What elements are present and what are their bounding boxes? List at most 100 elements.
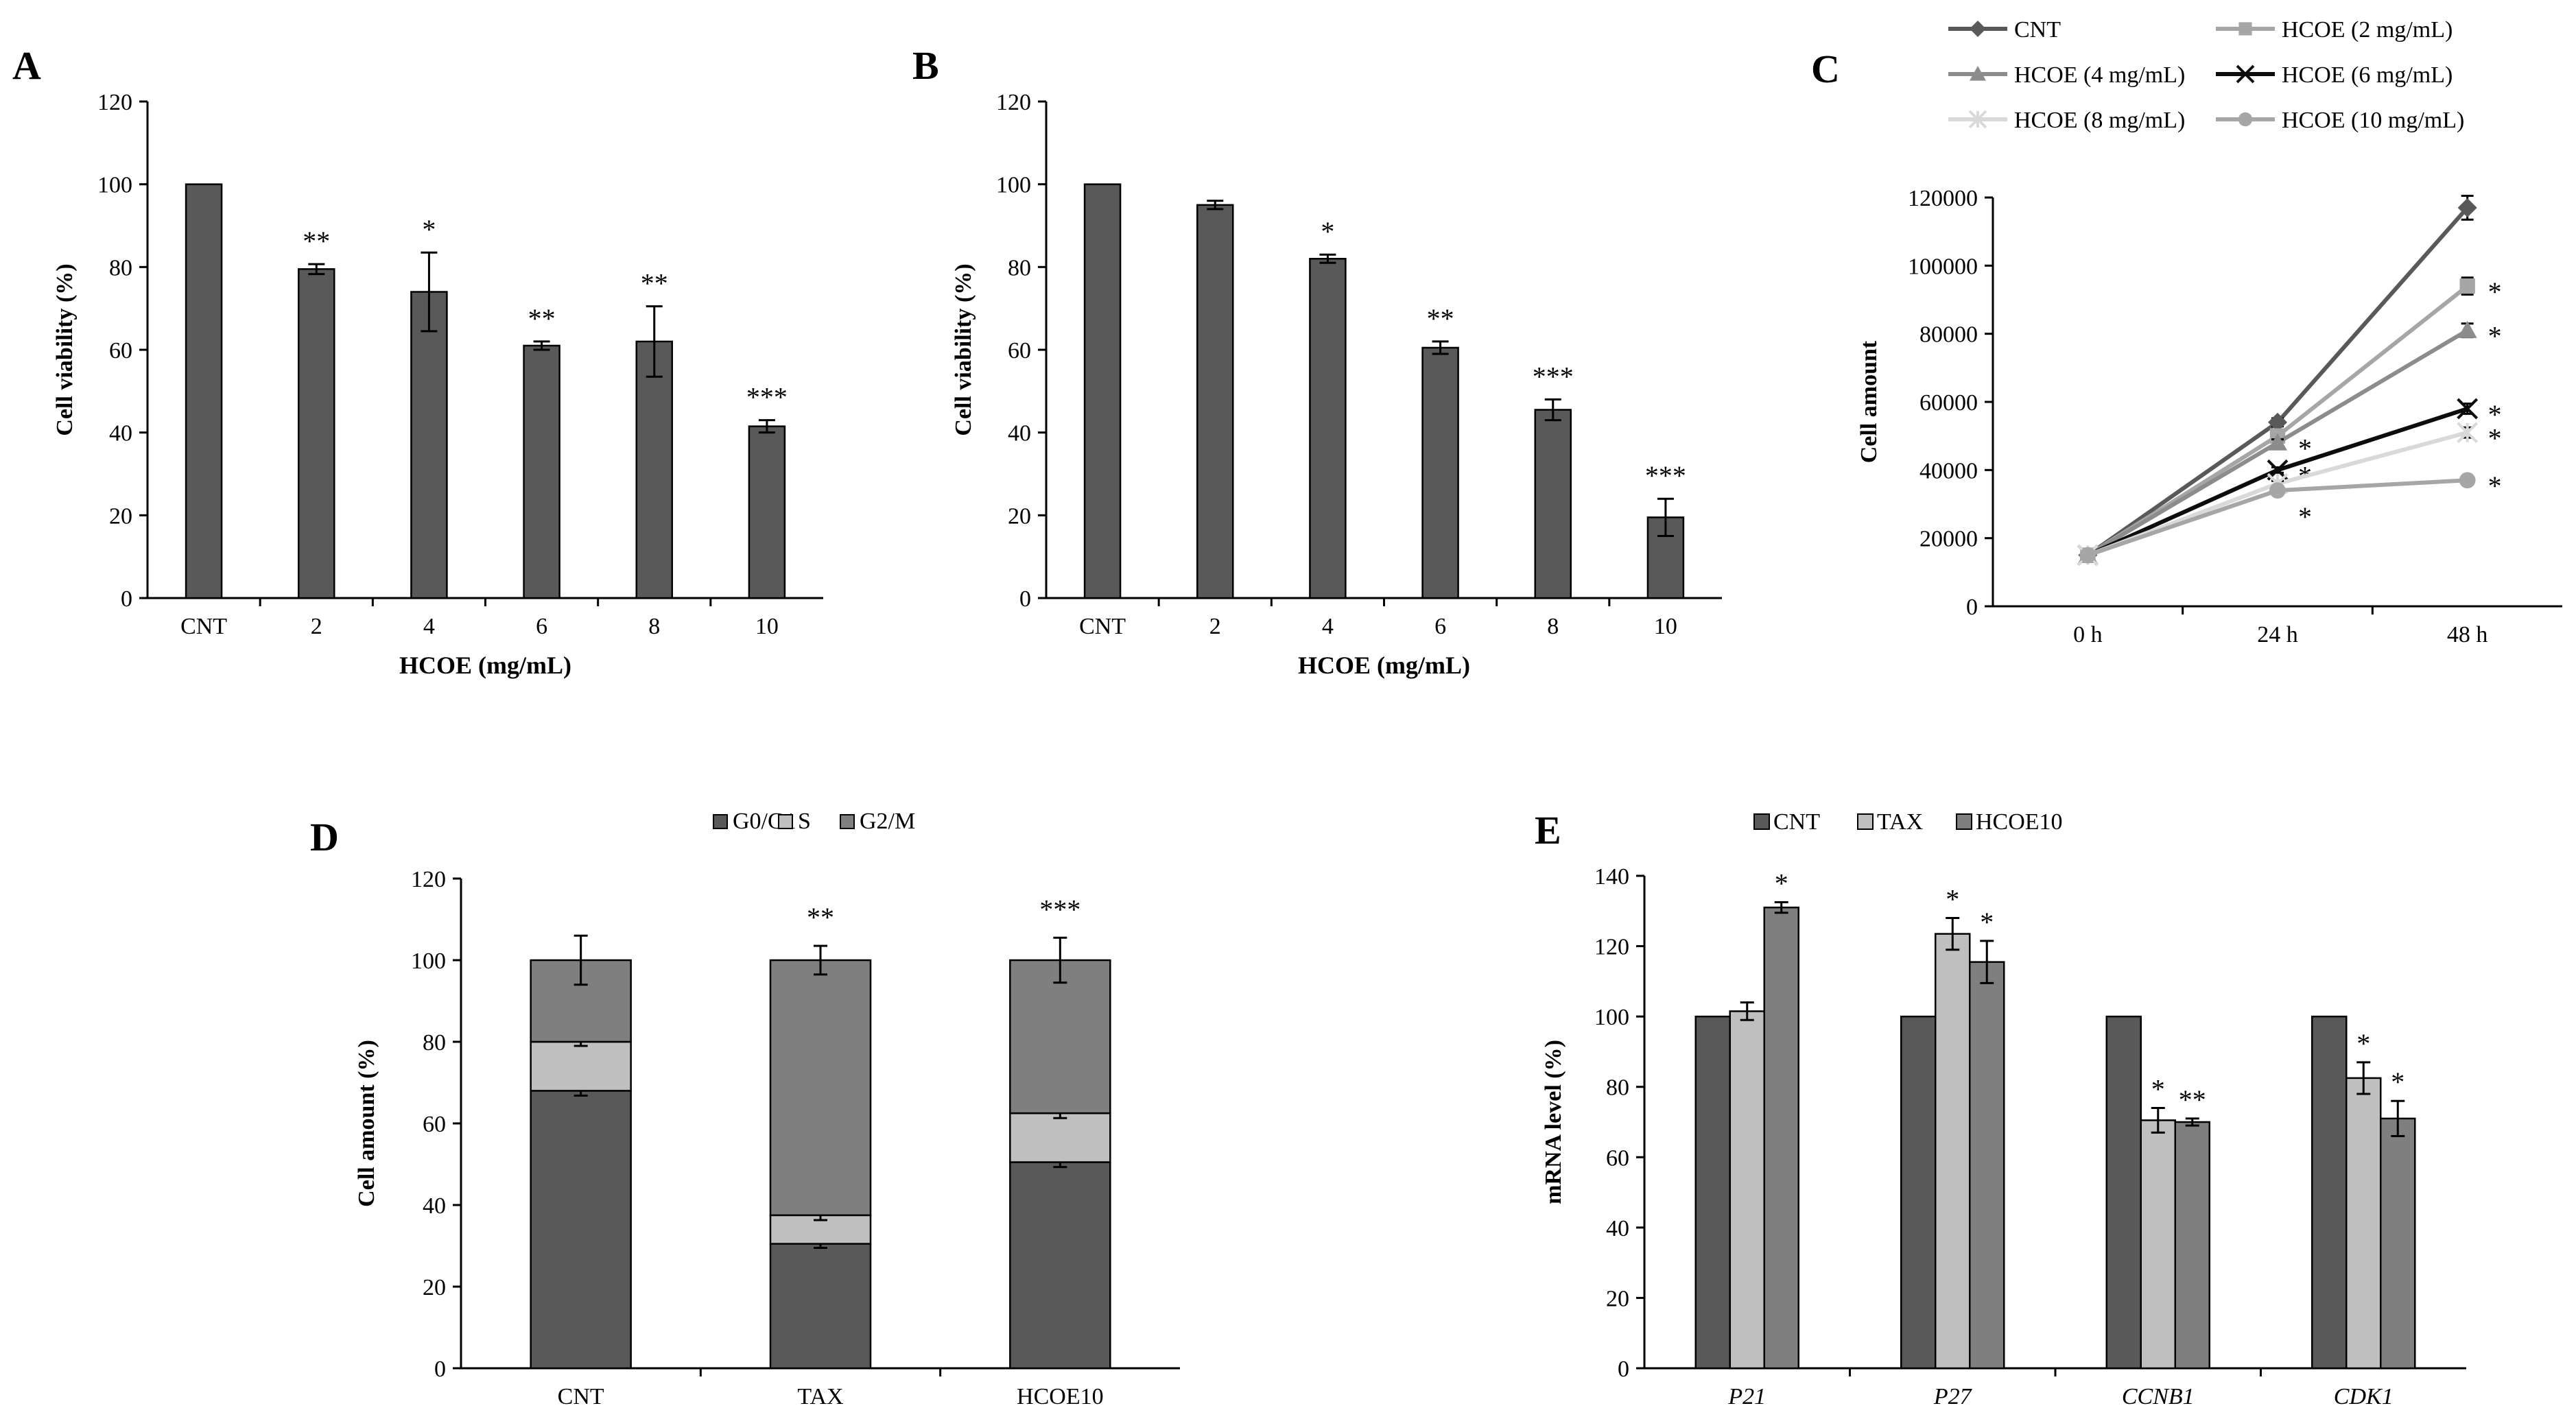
significance-marker: * <box>2488 470 2502 501</box>
significance-marker: * <box>2488 276 2502 307</box>
bar <box>2345 1077 2382 1370</box>
x-tick-label: CDK1 <box>2334 1384 2394 1409</box>
x-tick-label: 2 <box>1209 614 1221 639</box>
significance-marker: * <box>422 214 436 245</box>
legend-label: HCOE (8 mg/mL) <box>2014 108 2185 133</box>
x-tick-label: CNT <box>558 1384 604 1409</box>
series: * <box>2077 422 2502 566</box>
legend-item: CNT <box>1753 809 1820 835</box>
bar <box>298 268 335 599</box>
significance-marker: * <box>2298 433 2312 464</box>
panel-e-y-axis-label: mRNA level (%) <box>1541 1040 1566 1204</box>
bar <box>1196 204 1234 599</box>
significance-marker: *** <box>1645 460 1686 491</box>
legend-item: G2/M <box>840 809 915 834</box>
triangle-marker <box>2457 320 2477 338</box>
x-marker <box>2236 64 2255 84</box>
panel-e-panel-label: E <box>1535 808 1561 852</box>
x-marker-stroke <box>2236 64 2255 84</box>
legend-label: HCOE (10 mg/mL) <box>2282 108 2464 133</box>
panel-b-y-axis-label: Cell viability (%) <box>951 263 976 436</box>
panel-e-y-tick-label: 120 <box>1594 935 1629 960</box>
legend-item: HCOE (10 mg/mL) <box>2216 108 2464 133</box>
series-line <box>2086 206 2469 557</box>
panel-b-y-tick-label: 80 <box>1008 255 1031 281</box>
x-tick-label: CCNB1 <box>2122 1384 2195 1409</box>
significance-marker: * <box>2488 321 2502 352</box>
panel-e-y-tick-label: 40 <box>1606 1216 1629 1241</box>
panel-d-y-tick-label: 40 <box>423 1193 446 1219</box>
panel-c-y-tick-label: 0 <box>1966 595 1978 620</box>
bar <box>185 183 223 599</box>
significance-marker: * <box>1980 907 1994 938</box>
stacked-bar-segment <box>1009 1112 1111 1163</box>
legend-item: HCOE10 <box>1956 809 2063 835</box>
significance-marker: * <box>2391 1066 2404 1097</box>
bar <box>523 344 560 599</box>
bar <box>1969 961 2005 1370</box>
panel-a-y-tick-label: 40 <box>109 421 132 446</box>
panel-b-y-tick-label: 120 <box>996 90 1031 115</box>
legend: CNT HCOE (2 mg/mL) HCOE (4 mg/mL) HCOE (6 m… <box>1948 17 2464 133</box>
bar <box>2105 1015 2142 1370</box>
panel-b-y-tick-label: 0 <box>1019 586 1031 612</box>
triangle-marker <box>1970 66 1986 81</box>
panel-b-x-axis-label: HCOE (mg/mL) <box>1298 652 1470 679</box>
star-marker <box>1968 110 1987 129</box>
panel-d-y-tick-label: 80 <box>423 1030 446 1056</box>
legend-label: CNT <box>2014 17 2061 43</box>
stacked-bar-segment <box>769 1243 872 1370</box>
x-marker <box>2457 398 2479 420</box>
significance-marker: * <box>2151 1073 2165 1104</box>
significance-marker: * <box>2356 1028 2370 1059</box>
bar <box>748 425 786 599</box>
stacked-bar-segment <box>530 1090 632 1370</box>
x-tick-label: 10 <box>1654 614 1677 639</box>
legend-label: S <box>798 809 811 834</box>
legend: CNT TAX HCOE10 <box>1753 809 2063 835</box>
significance-marker: ** <box>1427 303 1454 334</box>
stacked-bar-segment <box>1009 1161 1111 1370</box>
x-tick-label: P21 <box>1727 1384 1766 1409</box>
panel-d-y-tick-label: 60 <box>423 1112 446 1137</box>
x-tick-label: 4 <box>1322 614 1334 639</box>
panel-e-y-tick-label: 60 <box>1606 1145 1629 1171</box>
x-tick-label: 4 <box>423 614 435 639</box>
panel-a-y-axis-label: Cell viability (%) <box>52 263 78 436</box>
legend: G0/G1 S G2/M <box>713 809 915 834</box>
square-marker <box>2238 22 2252 36</box>
series: ** <box>2078 320 2502 563</box>
legend-label: HCOE10 <box>1976 809 2063 835</box>
significance-marker: ** <box>528 303 556 334</box>
legend-label: TAX <box>1877 809 1923 835</box>
legend-label: G2/M <box>860 809 915 834</box>
x-tick-label: TAX <box>797 1384 843 1409</box>
bar <box>2140 1119 2176 1370</box>
x-tick-label: 48 h <box>2447 622 2488 647</box>
panel-b-panel-label: B <box>912 43 939 88</box>
significance-marker: *** <box>1039 894 1080 925</box>
panel-c-chart: 0 20000 40000 60000 80000 100000 120000 Cell am… <box>1811 17 2562 647</box>
x-tick-label: HCOE10 <box>1017 1384 1104 1409</box>
legend-label: HCOE (2 mg/mL) <box>2282 17 2453 43</box>
panel-d-y-axis-label: Cell amount (%) <box>354 1040 379 1207</box>
significance-marker: * <box>1775 868 1788 898</box>
panel-a-y-tick-label: 100 <box>97 173 132 198</box>
x-tick-label: P27 <box>1933 1384 1973 1409</box>
circle-marker <box>2079 547 2096 564</box>
significance-marker: *** <box>746 382 788 413</box>
panel-a-x-axis-label: HCOE (mg/mL) <box>399 652 571 679</box>
bar <box>1534 409 1572 599</box>
legend-item: CNT <box>1948 17 2061 43</box>
circle-marker <box>2269 482 2286 499</box>
x-marker-stroke <box>2457 398 2479 420</box>
x-tick-label: 2 <box>311 614 322 639</box>
panel-b-chart: 0 20 40 60 80 100 120 Cell viability (%) B CNT 2 4 *… <box>912 43 1722 679</box>
legend-item: HCOE (6 mg/mL) <box>2216 62 2453 88</box>
panel-b-y-tick-label: 20 <box>1008 503 1031 529</box>
bar <box>2174 1121 2210 1370</box>
diamond-marker <box>1970 21 1986 37</box>
significance-marker: ** <box>641 268 668 299</box>
